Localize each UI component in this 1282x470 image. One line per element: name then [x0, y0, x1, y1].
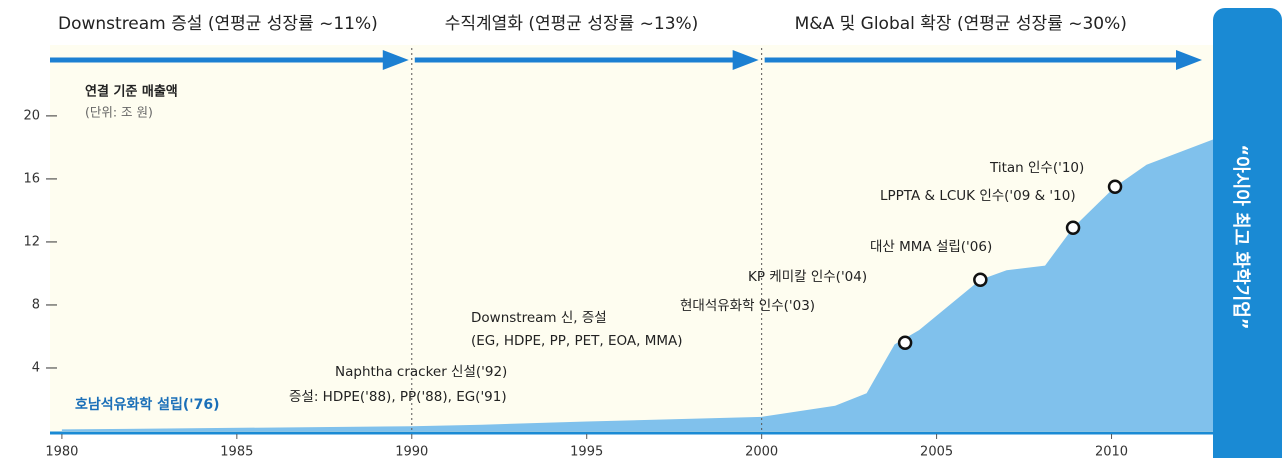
x-tick-label: 1995 [570, 445, 603, 460]
annotation: 호남석유화학 설립('76) [75, 396, 219, 413]
x-tick-label: 2005 [920, 445, 953, 460]
annotation: Titan 인수('10) [989, 160, 1084, 176]
y-label: 연결 기준 매출액 [85, 84, 178, 100]
annotation: 증설: HDPE('88), PP('88), EG('91) [289, 389, 507, 405]
annotation: (EG, HDPE, PP, PET, EOA, MMA) [471, 333, 683, 349]
annotation: LPPTA & LCUK 인수('09 & '10) [880, 188, 1076, 204]
phase-label: 수직계열화 (연평균 성장률 ~13%) [445, 14, 699, 34]
annotation: KP 케미칼 인수('04) [748, 269, 867, 285]
annotation: Downstream 신, 증설 [471, 310, 607, 326]
side-label: “아시아 최고 화학기업” [1230, 144, 1252, 329]
x-tick-label: 1985 [220, 445, 253, 460]
annotation: Naphtha cracker 신설('92) [335, 364, 507, 380]
y-tick-label: 16 [23, 171, 40, 186]
unit-label: (단위: 조 원) [85, 105, 153, 120]
y-tick-label: 4 [32, 360, 40, 375]
y-tick-label: 20 [23, 108, 40, 123]
area [61, 139, 1214, 431]
annotation: 현대석유화학 인수('03) [680, 298, 815, 314]
phase-label: M&A 및 Global 확장 (연평균 성장률 ~30%) [795, 14, 1127, 34]
phase-label: Downstream 증설 (연평균 성장률 ~11%) [58, 14, 378, 34]
y-tick-label: 12 [23, 234, 40, 249]
arrow-head [382, 50, 409, 70]
y-tick-label: 8 [32, 297, 40, 312]
milestone-marker [897, 335, 913, 351]
x-tick-label: 1990 [395, 445, 428, 460]
milestone-marker [1065, 220, 1081, 236]
x-tick-label: 1980 [45, 445, 78, 460]
annotation: 대산 MMA 설립('06) [870, 239, 992, 255]
x-tick-label: 2000 [745, 445, 778, 460]
x-tick-label: 2010 [1095, 445, 1128, 460]
side-banner-body [1213, 20, 1282, 458]
arrow-head [732, 50, 759, 70]
milestone-marker [1107, 179, 1123, 195]
milestone-marker [973, 272, 988, 288]
arrow-head [1176, 50, 1202, 70]
